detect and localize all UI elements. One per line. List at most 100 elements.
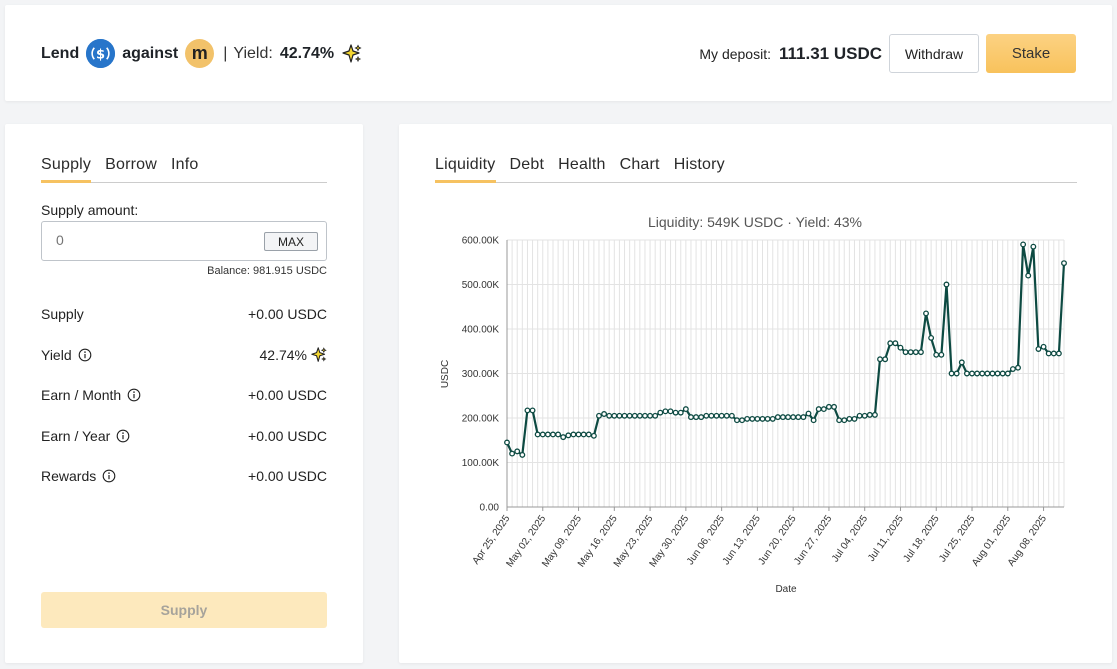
data-point: [989, 370, 996, 377]
y-tick-label: 100.00K: [462, 458, 500, 469]
data-point: [1050, 350, 1057, 357]
data-point: [871, 411, 878, 418]
row-value: +0.00 USDC: [248, 387, 327, 404]
data-point: [1025, 272, 1032, 279]
data-point: [636, 412, 643, 419]
data-point: [974, 370, 981, 377]
data-point: [524, 407, 531, 414]
data-point: [652, 412, 659, 419]
x-tick-label: Jul 04, 2025: [830, 513, 871, 564]
summary-row-rewards: Rewards +0.00 USDC: [41, 456, 327, 497]
stake-button[interactable]: Stake: [986, 34, 1076, 73]
data-point: [1004, 370, 1011, 377]
data-point: [790, 414, 797, 421]
data-point: [657, 409, 664, 416]
sparkle-icon: [342, 43, 362, 64]
deposit-area: My deposit: 111.31 USDC Withdraw Stake: [699, 34, 1076, 73]
data-point: [703, 412, 710, 419]
header-bar: Lend $ against m | Yield: 42.74% My depo…: [5, 5, 1112, 101]
data-point: [800, 414, 807, 421]
y-tick-label: 300.00K: [462, 369, 500, 380]
info-circle-icon[interactable]: [127, 388, 141, 402]
data-point: [912, 349, 919, 356]
row-value: +0.00 USDC: [248, 468, 327, 485]
summary-row-yield: Yield 42.74%: [41, 335, 327, 376]
data-point: [764, 415, 771, 422]
data-point: [907, 349, 914, 356]
m-coin-icon: m: [185, 39, 215, 68]
data-point: [708, 412, 715, 419]
data-point: [882, 356, 889, 363]
tab-history[interactable]: History: [673, 156, 725, 173]
data-point: [1045, 350, 1052, 357]
tab-chart[interactable]: Chart: [619, 156, 660, 173]
data-point: [999, 370, 1006, 377]
lend-label: Lend: [41, 44, 80, 62]
row-value: 42.74%: [259, 346, 307, 363]
data-point: [570, 431, 577, 438]
data-point: [785, 414, 792, 421]
data-point: [728, 412, 735, 419]
data-point: [953, 370, 960, 377]
data-point: [831, 403, 837, 410]
row-value: +0.00 USDC: [248, 306, 327, 323]
x-tick-label: Jul 18, 2025: [901, 513, 942, 564]
data-point: [688, 414, 694, 421]
tab-debt[interactable]: Debt: [509, 156, 545, 173]
row-label: Rewards: [41, 468, 97, 485]
against-label: against: [122, 44, 179, 62]
tab-health[interactable]: Health: [558, 156, 606, 173]
supply-amount-input[interactable]: [56, 232, 236, 248]
svg-text:$: $: [96, 48, 105, 63]
y-tick-label: 0.00: [480, 503, 500, 514]
data-point: [713, 412, 720, 419]
data-point: [626, 412, 633, 419]
info-circle-icon[interactable]: [102, 469, 116, 483]
data-point: [846, 415, 853, 422]
tab-liquidity[interactable]: Liquidity: [435, 156, 496, 183]
data-point: [534, 431, 541, 438]
data-point: [815, 406, 822, 413]
deposit-label: My deposit:: [699, 45, 771, 62]
data-point: [723, 412, 730, 419]
data-point: [810, 417, 817, 424]
withdraw-button[interactable]: Withdraw: [889, 34, 979, 73]
data-point: [902, 349, 909, 356]
data-point: [631, 412, 638, 419]
data-point: [519, 451, 526, 458]
data-point: [682, 406, 689, 413]
data-point: [963, 370, 970, 377]
data-point: [642, 412, 648, 419]
balance-text: Balance: 981.915 USDC: [207, 265, 327, 277]
data-point: [948, 370, 955, 377]
data-point: [698, 414, 705, 421]
max-button[interactable]: MAX: [264, 232, 318, 251]
data-point: [943, 281, 950, 288]
data-point: [923, 310, 929, 317]
data-point: [851, 415, 858, 422]
row-label: Supply: [41, 306, 84, 323]
data-point: [897, 344, 904, 351]
data-point: [596, 412, 602, 419]
data-point: [718, 412, 725, 419]
info-circle-icon[interactable]: [78, 348, 92, 362]
data-point: [836, 417, 843, 424]
tab-supply[interactable]: Supply: [41, 156, 92, 183]
summary-rows: Supply +0.00 USDC Yield 42.74%: [41, 294, 327, 497]
liquidity-series-line: [506, 243, 1066, 456]
data-point: [734, 417, 740, 424]
supply-button[interactable]: Supply: [41, 592, 327, 628]
tab-info[interactable]: Info: [171, 156, 199, 173]
data-point: [647, 412, 654, 419]
data-point: [667, 408, 674, 415]
data-point: [1020, 241, 1027, 248]
data-point: [611, 412, 618, 419]
yield-value: 42.74%: [279, 44, 335, 62]
data-point: [928, 334, 935, 341]
data-point: [1061, 260, 1067, 267]
sparkle-icon: [311, 347, 327, 363]
x-tick-label: Aug 08, 2025: [1006, 513, 1049, 568]
info-circle-icon[interactable]: [116, 429, 130, 443]
tab-borrow[interactable]: Borrow: [105, 156, 158, 173]
data-point: [892, 340, 899, 347]
